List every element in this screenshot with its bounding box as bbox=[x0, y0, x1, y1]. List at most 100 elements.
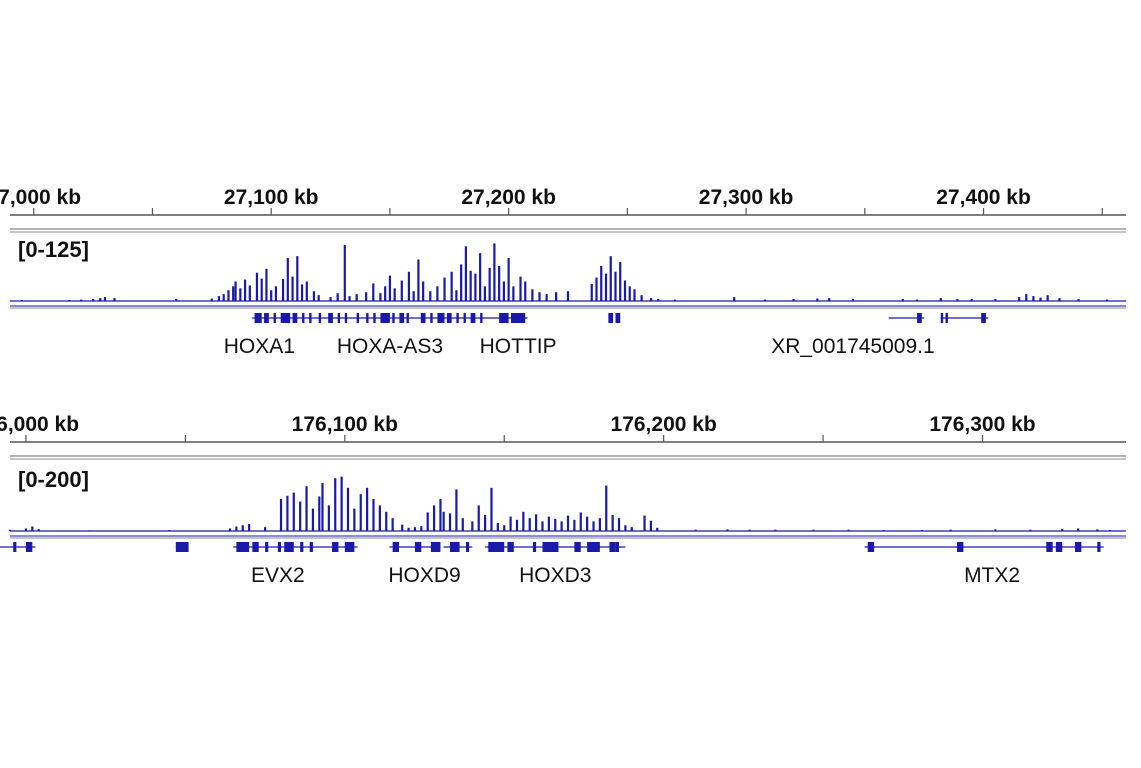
signal-bar bbox=[1096, 529, 1099, 531]
signal-bar bbox=[366, 487, 369, 531]
signal-bar bbox=[812, 529, 815, 531]
signal-bar bbox=[311, 508, 315, 531]
signal-bar bbox=[365, 292, 368, 301]
gene-exon-block bbox=[406, 313, 409, 323]
signal-bar bbox=[566, 515, 570, 531]
signal-bar bbox=[305, 486, 308, 531]
signal-bar bbox=[412, 291, 415, 301]
signal-bar bbox=[279, 499, 283, 531]
signal-bar bbox=[816, 298, 819, 301]
signal-bar bbox=[327, 505, 330, 531]
gene-exon-block bbox=[309, 542, 313, 552]
gene-exon-block bbox=[456, 313, 459, 323]
gene-exon-block bbox=[292, 313, 298, 323]
gene-exon-block bbox=[309, 313, 312, 323]
signal-bar bbox=[353, 508, 356, 531]
gene-exon-block bbox=[917, 313, 922, 323]
signal-bar bbox=[1061, 529, 1064, 531]
signal-bar bbox=[498, 265, 501, 301]
gene-exon-block bbox=[25, 542, 33, 552]
signal-bar bbox=[305, 281, 308, 301]
signal-bar bbox=[560, 521, 563, 531]
signal-bar bbox=[586, 516, 589, 531]
gene-exon-block bbox=[344, 313, 348, 323]
signal-bar bbox=[1077, 299, 1080, 301]
signal-bar bbox=[483, 286, 486, 301]
gene-exon-block bbox=[175, 542, 189, 552]
signal-bar bbox=[488, 267, 491, 301]
signal-bar bbox=[522, 511, 525, 531]
signal-bar bbox=[694, 529, 697, 531]
signal-bar bbox=[274, 286, 278, 301]
signal-bar bbox=[623, 280, 627, 301]
signal-bar bbox=[232, 286, 235, 301]
signal-bar bbox=[388, 275, 392, 301]
gene-exon-block bbox=[366, 313, 369, 323]
gene-exon-block bbox=[608, 313, 614, 323]
signal-bar bbox=[474, 273, 477, 301]
signal-bar bbox=[555, 292, 558, 301]
signal-bar bbox=[413, 527, 417, 531]
signal-bar bbox=[260, 278, 263, 301]
gene-exon-block bbox=[13, 542, 17, 552]
signal-bar bbox=[619, 261, 622, 301]
signal-bar bbox=[317, 295, 320, 301]
gene-exon-block bbox=[1074, 542, 1082, 552]
signal-bar bbox=[630, 527, 633, 531]
gene-label: EVX2 bbox=[251, 564, 305, 587]
signal-bar bbox=[384, 286, 387, 301]
signal-bar bbox=[726, 529, 729, 531]
gene-label: HOXA1 bbox=[224, 335, 295, 358]
signal-bar bbox=[573, 519, 576, 531]
signal-bar bbox=[355, 294, 358, 301]
gene-exon-block bbox=[465, 542, 470, 552]
gene-exon-block bbox=[302, 313, 305, 323]
signal-bar bbox=[248, 285, 251, 301]
signal-bar bbox=[509, 516, 512, 531]
signal-bar bbox=[643, 515, 646, 531]
signal-bar bbox=[168, 530, 171, 531]
ruler-tick-label: 27,100 kb bbox=[224, 186, 319, 209]
signal-bar bbox=[502, 281, 505, 301]
signal-bar bbox=[443, 277, 446, 301]
signal-bar bbox=[1077, 528, 1080, 531]
gene-exon-block bbox=[337, 313, 341, 323]
ruler-tick-label: 27,200 kb bbox=[461, 186, 556, 209]
signal-bar bbox=[329, 297, 332, 301]
signal-bar bbox=[1058, 298, 1061, 301]
signal-bar bbox=[407, 527, 410, 531]
gene-exon-block bbox=[615, 542, 620, 552]
signal-bar bbox=[614, 271, 617, 301]
gene-exon-block bbox=[867, 542, 875, 552]
signal-bar bbox=[92, 299, 95, 301]
gene-exon-block bbox=[356, 313, 360, 323]
signal-bar bbox=[296, 256, 299, 301]
gene-exon-block bbox=[450, 542, 460, 552]
signal-bar bbox=[175, 299, 178, 301]
signal-bar bbox=[291, 276, 294, 301]
signal-bar bbox=[210, 298, 213, 301]
signal-bar bbox=[590, 283, 593, 301]
signal-bar bbox=[1039, 297, 1042, 301]
signal-bar bbox=[292, 492, 295, 531]
gene-exon-block bbox=[574, 542, 581, 552]
signal-bar bbox=[1025, 294, 1028, 301]
signal-bar bbox=[348, 296, 351, 301]
signal-bar bbox=[617, 518, 621, 531]
signal-bar bbox=[37, 529, 40, 531]
signal-bar bbox=[340, 476, 343, 531]
signal-bar bbox=[281, 279, 285, 301]
signal-bar bbox=[531, 289, 534, 301]
signal-bar bbox=[901, 299, 904, 301]
signal-bar bbox=[920, 530, 924, 531]
signal-bar bbox=[566, 291, 570, 301]
gene-label: MTX2 bbox=[964, 564, 1020, 587]
signal-bar bbox=[407, 271, 411, 301]
gene-exon-block bbox=[392, 313, 395, 323]
signal-bar bbox=[432, 505, 436, 531]
signal-bar bbox=[970, 299, 973, 301]
signal-bar bbox=[507, 258, 510, 301]
signal-bar bbox=[401, 524, 404, 531]
signal-bar bbox=[228, 528, 232, 531]
